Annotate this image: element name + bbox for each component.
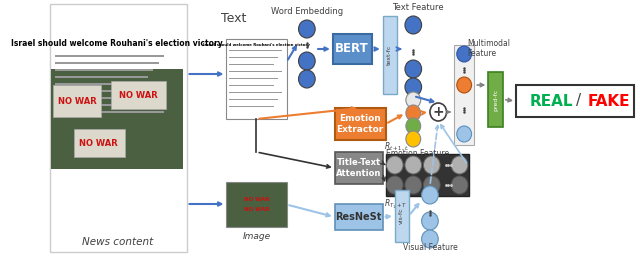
FancyBboxPatch shape bbox=[50, 4, 186, 252]
Circle shape bbox=[424, 156, 440, 174]
Circle shape bbox=[451, 156, 468, 174]
FancyBboxPatch shape bbox=[488, 72, 503, 127]
FancyBboxPatch shape bbox=[229, 63, 275, 65]
Circle shape bbox=[405, 60, 422, 78]
Circle shape bbox=[405, 156, 422, 174]
Text: vis-fc: vis-fc bbox=[399, 208, 404, 224]
Text: Visual Feature: Visual Feature bbox=[403, 243, 458, 252]
Text: NO WAR: NO WAR bbox=[244, 207, 269, 212]
FancyBboxPatch shape bbox=[74, 129, 125, 157]
Circle shape bbox=[405, 16, 422, 34]
FancyBboxPatch shape bbox=[229, 91, 282, 93]
Text: +: + bbox=[433, 105, 444, 119]
Text: Emotion
Extractor: Emotion Extractor bbox=[337, 114, 384, 134]
Text: $R_{T_1+T}$: $R_{T_1+T}$ bbox=[383, 197, 407, 210]
FancyBboxPatch shape bbox=[335, 108, 385, 140]
Circle shape bbox=[451, 176, 468, 194]
Text: Emotion Feature: Emotion Feature bbox=[387, 149, 449, 158]
Text: NO WAR: NO WAR bbox=[244, 197, 269, 202]
Circle shape bbox=[405, 78, 422, 96]
Circle shape bbox=[457, 77, 472, 93]
Text: /: / bbox=[577, 94, 582, 108]
Text: Text Feature: Text Feature bbox=[392, 4, 444, 13]
Circle shape bbox=[405, 176, 422, 194]
FancyBboxPatch shape bbox=[227, 182, 287, 227]
FancyBboxPatch shape bbox=[454, 45, 474, 145]
FancyBboxPatch shape bbox=[51, 69, 183, 169]
FancyBboxPatch shape bbox=[55, 104, 148, 106]
Circle shape bbox=[406, 92, 420, 108]
Text: Israel should welcome Rouhani's election victory: Israel should welcome Rouhani's election… bbox=[203, 43, 310, 47]
FancyBboxPatch shape bbox=[55, 55, 164, 57]
FancyBboxPatch shape bbox=[516, 85, 634, 117]
Text: FAKE: FAKE bbox=[588, 94, 630, 108]
Circle shape bbox=[298, 52, 315, 70]
Text: $R_{t+1,t}$: $R_{t+1,t}$ bbox=[383, 141, 408, 153]
Text: REAL: REAL bbox=[529, 94, 573, 108]
FancyBboxPatch shape bbox=[53, 85, 101, 117]
Circle shape bbox=[387, 176, 403, 194]
Circle shape bbox=[406, 105, 420, 121]
Circle shape bbox=[298, 70, 315, 88]
Circle shape bbox=[424, 176, 440, 194]
Circle shape bbox=[422, 230, 438, 248]
Text: NO WAR: NO WAR bbox=[79, 139, 118, 148]
FancyBboxPatch shape bbox=[335, 152, 383, 184]
FancyBboxPatch shape bbox=[229, 57, 278, 58]
FancyBboxPatch shape bbox=[55, 69, 153, 71]
Circle shape bbox=[387, 156, 403, 174]
Text: ResNeSt: ResNeSt bbox=[335, 212, 382, 222]
FancyBboxPatch shape bbox=[229, 70, 282, 72]
Text: Israel should welcome Rouhani's election victory: Israel should welcome Rouhani's election… bbox=[12, 39, 223, 48]
Circle shape bbox=[422, 186, 438, 204]
Text: Text: Text bbox=[221, 13, 246, 25]
Circle shape bbox=[422, 212, 438, 230]
Circle shape bbox=[457, 126, 472, 142]
Text: pred-fc: pred-fc bbox=[493, 88, 498, 111]
FancyBboxPatch shape bbox=[229, 98, 278, 100]
FancyBboxPatch shape bbox=[333, 34, 372, 64]
Text: Word Embedding: Word Embedding bbox=[271, 7, 343, 16]
Text: Title-Text
Attention: Title-Text Attention bbox=[336, 158, 381, 178]
Text: Multimodal
Feature: Multimodal Feature bbox=[467, 39, 510, 58]
FancyBboxPatch shape bbox=[229, 106, 275, 107]
Text: News content: News content bbox=[81, 237, 153, 247]
FancyBboxPatch shape bbox=[55, 111, 164, 113]
FancyBboxPatch shape bbox=[395, 190, 409, 242]
FancyBboxPatch shape bbox=[229, 78, 278, 79]
Text: text-fc: text-fc bbox=[387, 45, 392, 65]
Text: NO WAR: NO WAR bbox=[119, 90, 158, 99]
FancyBboxPatch shape bbox=[55, 90, 159, 92]
FancyBboxPatch shape bbox=[111, 81, 166, 109]
Circle shape bbox=[298, 20, 315, 38]
FancyBboxPatch shape bbox=[383, 16, 397, 94]
Circle shape bbox=[406, 118, 420, 134]
FancyBboxPatch shape bbox=[385, 154, 469, 196]
FancyBboxPatch shape bbox=[227, 39, 287, 119]
Circle shape bbox=[406, 131, 420, 147]
Text: NO WAR: NO WAR bbox=[58, 96, 97, 106]
FancyBboxPatch shape bbox=[335, 204, 383, 230]
Text: BERT: BERT bbox=[335, 42, 369, 56]
FancyBboxPatch shape bbox=[55, 83, 164, 85]
FancyBboxPatch shape bbox=[229, 50, 282, 51]
Text: Image: Image bbox=[243, 232, 271, 241]
FancyBboxPatch shape bbox=[55, 62, 159, 64]
FancyBboxPatch shape bbox=[55, 97, 153, 99]
FancyBboxPatch shape bbox=[229, 85, 275, 86]
Circle shape bbox=[457, 46, 472, 62]
FancyBboxPatch shape bbox=[55, 76, 148, 78]
Circle shape bbox=[430, 103, 447, 121]
